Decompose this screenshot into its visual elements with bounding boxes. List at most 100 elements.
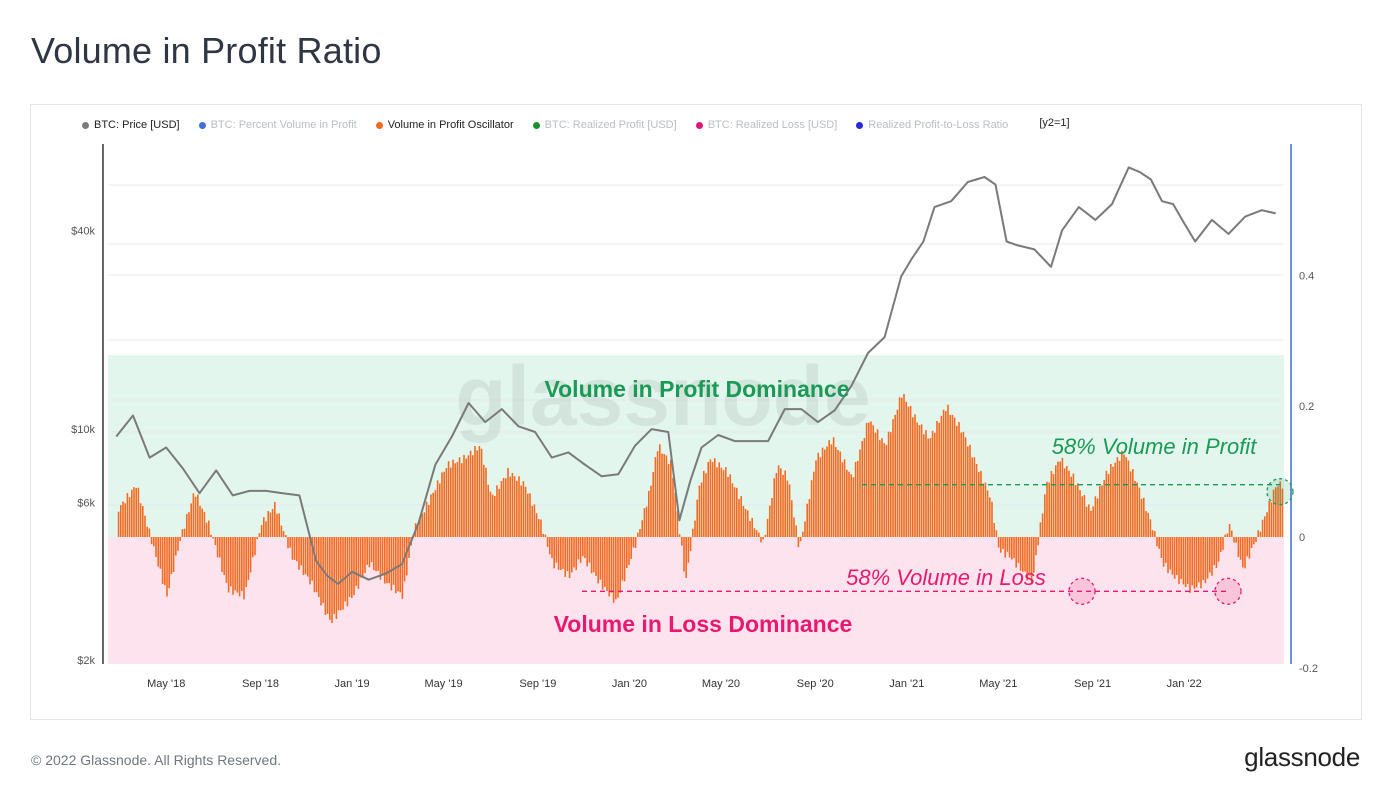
oscillator-bar xyxy=(128,497,131,537)
oscillator-bar xyxy=(940,415,943,537)
oscillator-bar xyxy=(621,537,624,581)
oscillator-bar xyxy=(1231,530,1233,537)
oscillator-bar xyxy=(485,467,487,537)
oscillator-bar xyxy=(920,424,923,537)
legend-item[interactable]: Realized Profit-to-Loss Ratio xyxy=(856,117,1008,133)
oscillator-bar xyxy=(238,537,241,597)
oscillator-bar xyxy=(887,431,890,537)
oscillator-bar xyxy=(703,470,705,537)
oscillator-bar xyxy=(799,537,802,542)
oscillator-bar xyxy=(348,537,351,597)
oscillator-bar xyxy=(916,422,918,537)
oscillator-bar xyxy=(425,501,428,537)
oscillator-bar xyxy=(839,451,841,537)
legend-dot-icon xyxy=(695,121,703,129)
oscillator-bar xyxy=(738,499,740,537)
oscillator-bar xyxy=(289,537,291,548)
oscillator-bar xyxy=(463,454,465,537)
oscillator-bar xyxy=(1178,537,1180,585)
legend-dot-icon xyxy=(82,121,89,129)
oscillator-bar xyxy=(395,537,397,594)
oscillator-bar xyxy=(720,467,723,537)
oscillator-bar xyxy=(1226,533,1229,537)
oscillator-bar xyxy=(1239,537,1242,560)
oscillator-bar xyxy=(232,537,234,595)
oscillator-bar xyxy=(1041,513,1044,537)
y-right-tick-label: -0.2 xyxy=(1299,663,1318,675)
oscillator-bar xyxy=(476,450,478,537)
oscillator-bar xyxy=(991,501,993,537)
oscillator-bar xyxy=(593,537,595,573)
legend-item[interactable]: BTC: Realized Loss [USD] xyxy=(695,117,837,133)
oscillator-bar xyxy=(707,461,709,537)
oscillator-bar xyxy=(445,468,448,537)
oscillator-bar xyxy=(1259,531,1262,537)
oscillator-bar xyxy=(663,454,665,537)
oscillator-bar xyxy=(172,537,175,572)
oscillator-bar xyxy=(199,505,201,537)
oscillator-bar xyxy=(1094,496,1097,537)
oscillator-bar xyxy=(126,493,129,537)
oscillator-bar xyxy=(645,506,648,537)
loss-zone-band xyxy=(108,537,1284,664)
oscillator-bar xyxy=(357,537,360,589)
loss-zone-label: Volume in Loss Dominance xyxy=(554,611,853,637)
legend-item[interactable]: BTC: Percent Volume in Profit xyxy=(198,117,357,133)
oscillator-bar xyxy=(927,438,929,537)
glassnode-logo[interactable]: glassnode xyxy=(1244,742,1360,772)
oscillator-bar xyxy=(718,462,720,537)
oscillator-bar xyxy=(1222,537,1224,550)
oscillator-bar xyxy=(293,537,296,561)
price-line xyxy=(115,166,1276,585)
oscillator-bar xyxy=(243,537,245,600)
oscillator-bar xyxy=(1132,469,1134,537)
oscillator-bar xyxy=(155,537,157,558)
oscillator-bar xyxy=(1143,497,1145,537)
oscillator-bar xyxy=(456,462,459,537)
legend-scale-toggle[interactable]: [y2=1] xyxy=(1039,117,1070,129)
oscillator-bar xyxy=(249,537,252,573)
legend-item[interactable]: BTC: Realized Profit [USD] xyxy=(532,117,677,133)
oscillator-bar xyxy=(1277,486,1279,537)
oscillator-bar xyxy=(925,430,927,537)
oscillator-bar xyxy=(661,453,663,537)
oscillator-bar xyxy=(700,482,703,537)
oscillator-bar xyxy=(586,537,588,567)
oscillator-bar xyxy=(551,537,553,559)
y-right-tick-label: 0.4 xyxy=(1299,270,1314,282)
oscillator-bar xyxy=(733,487,736,537)
oscillator-bar xyxy=(670,459,672,537)
oscillator-bar xyxy=(1096,498,1099,537)
oscillator-bar xyxy=(1198,537,1200,583)
oscillator-bar xyxy=(824,449,826,537)
oscillator-bar xyxy=(747,510,749,537)
oscillator-bar xyxy=(1046,481,1048,537)
oscillator-bar xyxy=(667,464,670,537)
oscillator-bar xyxy=(1270,502,1273,537)
oscillator-bar xyxy=(527,493,529,537)
oscillator-bar xyxy=(828,440,830,537)
oscillator-bar xyxy=(1204,537,1207,584)
oscillator-bar xyxy=(168,537,170,589)
oscillator-bar xyxy=(905,401,907,537)
oscillator-bar xyxy=(764,534,767,537)
oscillator-bar xyxy=(1030,537,1033,585)
oscillator-bar xyxy=(258,533,261,537)
oscillator-bar xyxy=(1101,485,1103,537)
oscillator-bar xyxy=(582,537,584,557)
oscillator-bar xyxy=(784,470,786,537)
oscillator-bar xyxy=(571,537,573,573)
oscillator-bar xyxy=(186,514,188,537)
oscillator-bar xyxy=(1004,537,1006,558)
oscillator-bar xyxy=(993,523,995,537)
oscillator-bar xyxy=(1176,537,1178,575)
legend-item[interactable]: Volume in Profit Oscillator xyxy=(375,117,514,133)
oscillator-bar xyxy=(1127,460,1130,537)
oscillator-bar xyxy=(1055,465,1057,537)
oscillator-bar xyxy=(441,472,443,537)
oscillator-bar xyxy=(535,513,538,537)
x-tick-label: Jan '20 xyxy=(612,678,647,690)
oscillator-bar xyxy=(665,455,668,537)
legend-item[interactable]: BTC: Price [USD] xyxy=(82,117,180,133)
oscillator-bar xyxy=(544,534,547,537)
